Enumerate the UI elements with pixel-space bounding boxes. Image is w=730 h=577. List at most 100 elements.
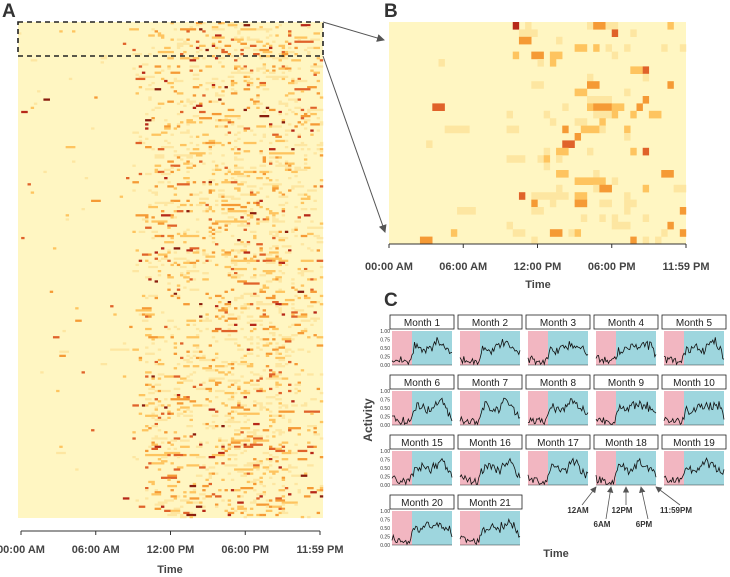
heatmap-a-cell: [259, 115, 270, 118]
heatmap-a-cell: [81, 208, 85, 211]
heatmap-a-cell: [313, 73, 317, 76]
heatmap-a-cell: [291, 350, 295, 353]
heatmap-a-cell: [167, 282, 171, 285]
heatmap-a-cell: [199, 201, 206, 205]
heatmap-b-cell: [587, 147, 594, 156]
heatmap-a-cell: [300, 274, 305, 277]
heatmap-a-cell: [268, 460, 273, 463]
heatmap-a-cell: [262, 429, 270, 432]
heatmap-a-cell: [221, 189, 225, 192]
heatmap-a-cell: [224, 319, 228, 322]
heatmap-a-cell: [145, 123, 149, 126]
y-tick-label: 0.00: [380, 483, 390, 489]
heatmap-a-cell: [278, 280, 282, 283]
heatmap-a-cell: [173, 77, 178, 81]
heatmap-b-cell: [574, 44, 588, 52]
heatmap-b-cell: [593, 170, 600, 178]
heatmap-a-cell: [189, 435, 193, 438]
heatmap-a-cell: [240, 474, 247, 477]
heatmap-a-cell: [275, 365, 286, 368]
heatmap-a-cell: [202, 509, 206, 512]
month-title-box: [457, 374, 523, 390]
heatmap-a-cell: [265, 42, 270, 45]
heatmap-a-cell: [33, 102, 38, 105]
heatmap-a-cell: [160, 476, 178, 479]
heatmap-a-cell: [307, 429, 311, 432]
heatmap-a-cell: [192, 501, 200, 504]
heatmap-a-cell: [145, 172, 152, 176]
heatmap-a-cell: [313, 152, 317, 155]
heatmap-a-cell: [199, 358, 212, 362]
heatmap-a-cell: [186, 354, 190, 357]
heatmap-a-cell: [173, 431, 178, 434]
heatmap-a-cell: [176, 210, 184, 213]
heatmap-a-cell: [141, 404, 146, 407]
heatmap-a-cell: [199, 443, 203, 446]
heatmap-a-cell: [145, 398, 152, 401]
heatmap-a-cell: [151, 28, 155, 31]
night-shade: [528, 451, 548, 485]
heatmap-a-cell: [249, 379, 254, 382]
heatmap-a-cell: [288, 427, 301, 430]
heatmap-a-cell: [214, 365, 219, 368]
heatmap-a-cell: [249, 77, 254, 81]
heatmap-a-cell: [265, 352, 273, 355]
heatmap-a-cell: [316, 511, 321, 515]
heatmap-a-cell: [262, 327, 270, 331]
heatmap-a-cell: [40, 371, 44, 374]
day-shade: [684, 331, 724, 365]
heatmap-a-cell: [192, 323, 197, 326]
heatmap-b-cell: [642, 184, 650, 193]
heatmap-a-cell: [240, 443, 244, 446]
heatmap-a-cell: [192, 354, 197, 357]
heatmap-a-cell: [214, 92, 219, 95]
heatmap-a-cell: [224, 224, 228, 227]
heatmap-a-cell: [246, 38, 251, 41]
heatmap-a-cell: [253, 133, 257, 136]
heatmap-a-cell: [167, 447, 171, 450]
heatmap-a-cell: [173, 90, 178, 93]
heatmap-a-cell: [214, 453, 225, 457]
heatmap-a-cell: [262, 71, 267, 74]
heatmap-a-cell: [253, 387, 260, 391]
heatmap-a-cell: [297, 133, 301, 136]
annotation-arrow: [605, 486, 614, 520]
heatmap-a-cell: [176, 112, 181, 116]
heatmap-b-cell: [556, 184, 563, 193]
heatmap-a-cell: [303, 267, 308, 271]
heatmap-a-cell: [240, 307, 247, 310]
heatmap-a-cell: [170, 166, 174, 169]
heatmap-a-cell: [291, 162, 295, 165]
heatmap-a-cell: [192, 385, 197, 388]
heatmap-a-cell: [221, 79, 225, 83]
heatmap-a-cell: [256, 67, 267, 70]
heatmap-a-cell: [173, 187, 178, 190]
annotation-label: 12PM: [612, 506, 633, 515]
heatmap-a-cell: [246, 75, 251, 78]
heatmap-a-cell: [132, 67, 136, 70]
heatmap-a-cell: [278, 363, 282, 366]
heatmap-a-cell: [310, 69, 314, 72]
heatmap-a-cell: [192, 489, 197, 492]
heatmap-a-cell: [268, 212, 279, 215]
heatmap-a-cell: [199, 48, 203, 52]
heatmap-a-cell: [135, 309, 146, 312]
heatmap-a-cell: [214, 166, 219, 169]
heatmap-a-cell: [297, 193, 305, 196]
heatmap-b-cell: [630, 66, 643, 74]
heatmap-a-cell: [272, 57, 279, 60]
heatmap-a-cell: [307, 278, 311, 281]
heatmap-a-cell: [281, 121, 286, 124]
heatmap-a-cell: [230, 259, 257, 262]
heatmap-a-cell: [237, 189, 241, 192]
heatmap-a-cell: [265, 468, 270, 471]
heatmap-a-cell: [256, 379, 260, 382]
heatmap-a-cell: [319, 59, 324, 62]
heatmap-a-cell: [230, 478, 235, 481]
heatmap-a-cell: [192, 106, 197, 109]
heatmap-a-cell: [303, 315, 308, 318]
heatmap-a-cell: [256, 336, 260, 339]
heatmap-a-cell: [192, 181, 197, 184]
heatmap-a-cell: [319, 226, 324, 229]
heatmap-a-cell: [259, 26, 263, 29]
